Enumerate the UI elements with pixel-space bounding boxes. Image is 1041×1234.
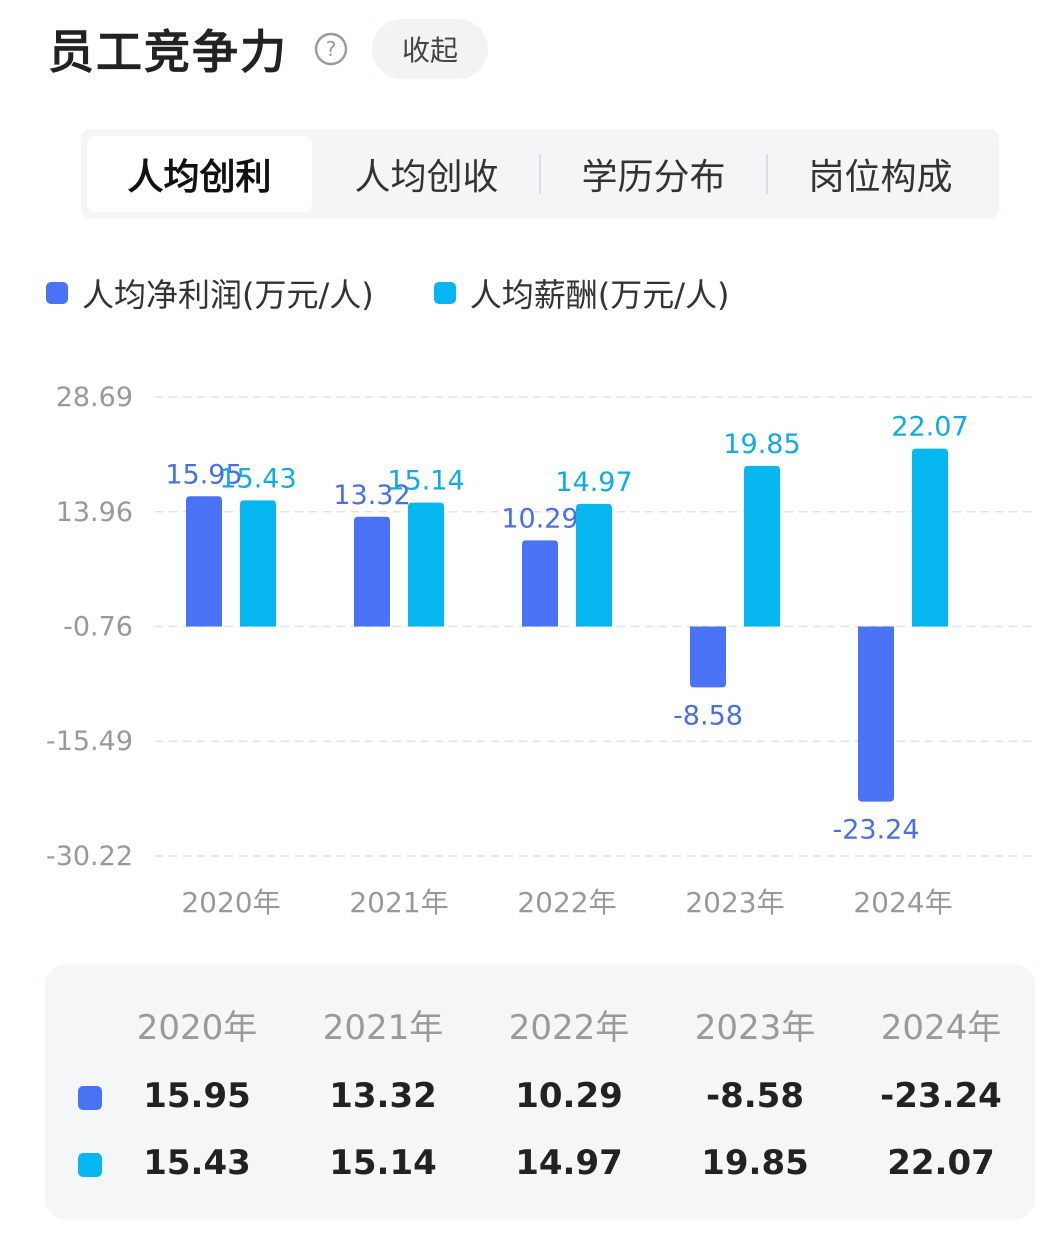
x-tick-label: 2023年 — [685, 886, 784, 919]
data-label: 15.95 — [165, 459, 242, 490]
tab-divider — [766, 154, 768, 194]
table-cell: 15.95 — [143, 1076, 251, 1116]
data-label: 14.97 — [555, 467, 632, 498]
x-tick-label: 2022年 — [517, 886, 616, 919]
bar-salary — [912, 448, 948, 627]
table-swatch-salary — [78, 1153, 102, 1177]
y-tick-label: 13.96 — [56, 497, 133, 528]
data-label: 22.07 — [891, 412, 968, 443]
x-tick-label: 2020年 — [181, 886, 280, 919]
x-tick-label: 2024年 — [853, 886, 952, 919]
table-year-header: 2023年 — [694, 1008, 816, 1048]
page-title: 员工竞争力 — [48, 25, 288, 79]
bar-salary — [744, 465, 780, 627]
data-label: 15.43 — [219, 463, 296, 494]
bar-salary — [408, 502, 444, 627]
table-year-header: 2021年 — [322, 1008, 444, 1048]
tab-divider — [539, 154, 541, 194]
tab-positions[interactable]: 岗位构成 — [808, 157, 953, 198]
table-cell: 15.43 — [143, 1143, 251, 1183]
data-label: 19.85 — [723, 429, 800, 460]
y-tick-label: -0.76 — [63, 611, 133, 642]
data-label: 13.32 — [333, 480, 410, 511]
bar-profit — [354, 516, 390, 627]
table-year-header: 2022年 — [508, 1008, 630, 1048]
header: 员工竞争力 ? 收起 — [48, 14, 489, 84]
bar-profit — [690, 626, 726, 688]
tab-per-capita-profit[interactable]: 人均创利 — [87, 136, 312, 212]
bar-profit — [858, 626, 894, 802]
table-cell: 14.97 — [515, 1143, 623, 1183]
table-cell: 10.29 — [515, 1076, 623, 1116]
data-label: -23.24 — [832, 815, 919, 846]
tab-education[interactable]: 学历分布 — [581, 157, 726, 198]
help-icon[interactable]: ? — [314, 32, 348, 66]
data-label: -8.58 — [673, 700, 743, 731]
tab-bar: 人均创利 人均创收 学历分布 岗位构成 — [81, 129, 999, 219]
collapse-button[interactable]: 收起 — [372, 19, 489, 79]
table-swatch-profit — [78, 1086, 102, 1110]
svg-text:?: ? — [326, 37, 337, 61]
table-year-header: 2020年 — [136, 1008, 258, 1048]
data-label: 10.29 — [501, 503, 578, 534]
bar-salary — [576, 503, 612, 627]
table-cell: -23.24 — [880, 1076, 1002, 1116]
table-cell: 15.14 — [329, 1143, 437, 1183]
data-label: 15.14 — [387, 466, 464, 497]
legend-swatch-profit — [46, 282, 68, 304]
data-table: 2020年 2021年 2022年 2023年 2024年 15.95 13.3… — [45, 964, 1035, 1220]
y-tick-label: -30.22 — [46, 841, 133, 872]
legend-item-salary[interactable]: 人均薪酬(万元/人) — [433, 270, 730, 316]
table-cell: 19.85 — [701, 1143, 809, 1183]
legend-item-profit[interactable]: 人均净利润(万元/人) — [46, 270, 374, 316]
chart-legend: 人均净利润(万元/人) 人均薪酬(万元/人) — [46, 270, 790, 316]
y-tick-label: -15.49 — [46, 726, 133, 757]
legend-swatch-salary — [433, 282, 456, 304]
table-cell: 13.32 — [329, 1076, 437, 1116]
tab-per-capita-revenue[interactable]: 人均创收 — [354, 157, 499, 198]
legend-label-salary: 人均薪酬(万元/人) — [469, 276, 730, 314]
legend-label-profit: 人均净利润(万元/人) — [82, 276, 374, 314]
x-tick-label: 2021年 — [349, 886, 448, 919]
table-cell: -8.58 — [706, 1076, 804, 1116]
y-tick-label: 28.69 — [56, 382, 133, 413]
bar-profit — [522, 540, 558, 627]
bar-profit — [186, 496, 222, 627]
table-year-header: 2024年 — [880, 1008, 1002, 1048]
bar-salary — [240, 500, 276, 627]
table-cell: 22.07 — [887, 1143, 995, 1183]
